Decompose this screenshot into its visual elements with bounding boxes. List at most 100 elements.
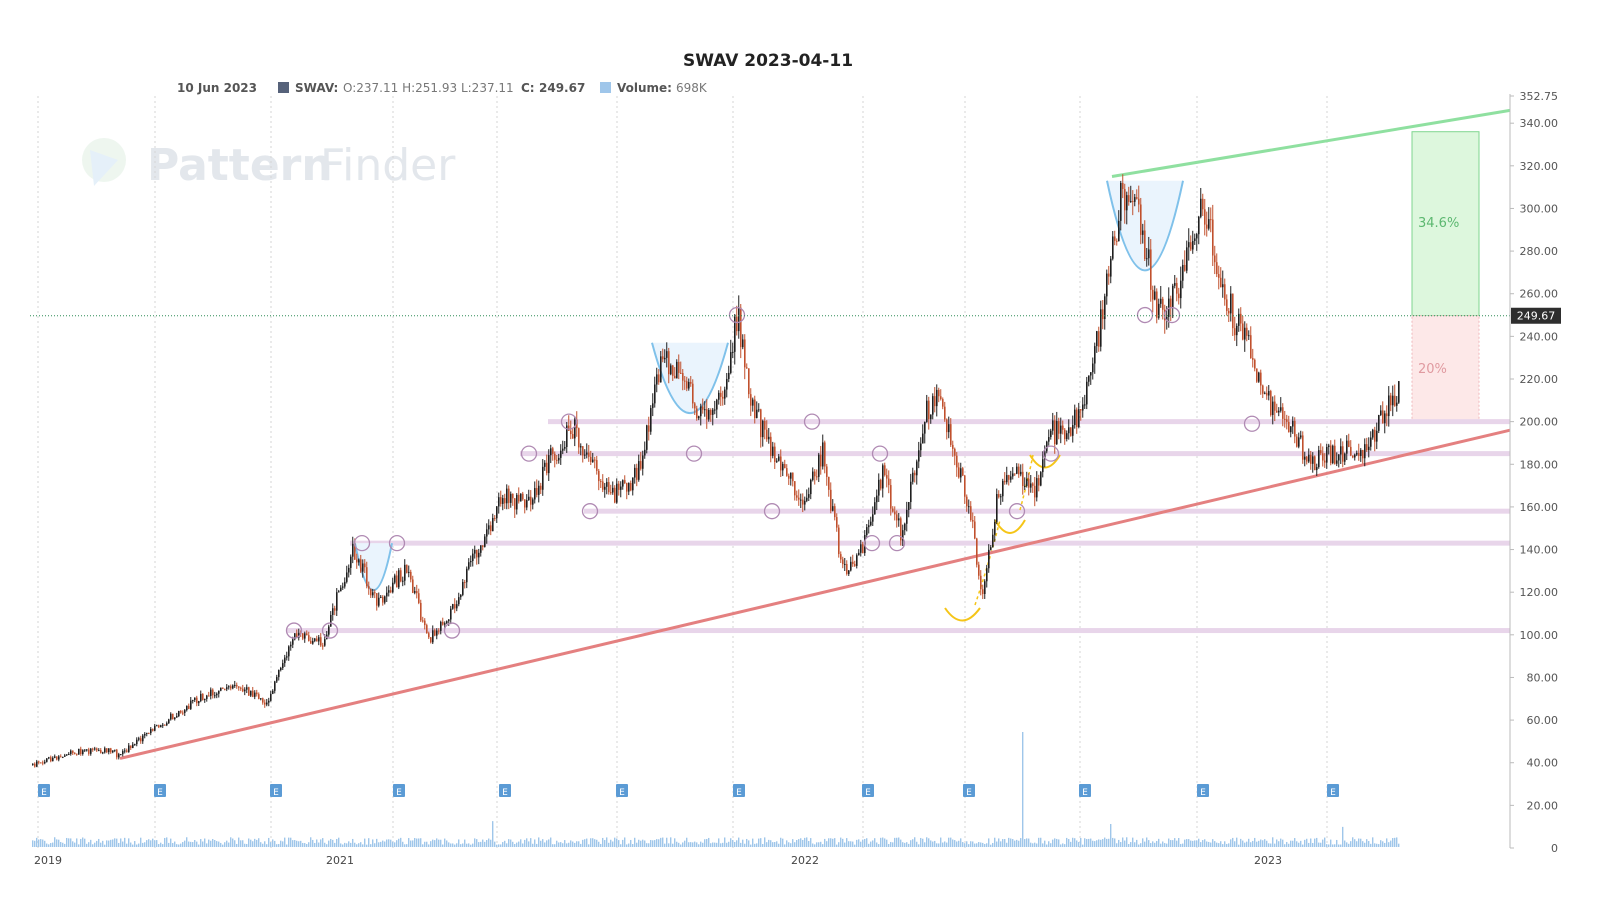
candle-body (1080, 409, 1082, 411)
volume-bar (788, 842, 790, 847)
volume-bar (248, 838, 250, 847)
candle-body (614, 487, 616, 503)
volume-bar (694, 841, 696, 847)
volume-bar (184, 840, 186, 847)
candle-body (1324, 460, 1326, 463)
candle-body (602, 481, 604, 490)
volume-bar (576, 841, 578, 847)
candle-body (1198, 216, 1200, 235)
candle-body (994, 521, 996, 535)
volume-bar (662, 837, 664, 847)
candle-body (520, 493, 522, 502)
candle-body (1202, 198, 1204, 210)
candle-body (560, 450, 562, 458)
volume-bar (738, 837, 740, 847)
volume-bar (476, 839, 478, 847)
volume-bar (1124, 840, 1126, 847)
volume-bar (1174, 838, 1176, 847)
volume-bar (1268, 843, 1270, 847)
volume-bar (168, 842, 170, 847)
volume-bar (54, 837, 56, 847)
candle-body (1184, 264, 1186, 271)
candle-body (790, 472, 792, 479)
y-tick-label: 120.00 (1520, 586, 1559, 599)
candle-body (598, 470, 600, 482)
volume-bar (420, 838, 422, 847)
candle-body (436, 630, 438, 636)
loss-target-box (1411, 315, 1480, 423)
candle-body (788, 475, 790, 479)
volume-bar (270, 842, 272, 847)
volume-bar (1206, 841, 1208, 847)
volume-bar (1054, 838, 1056, 847)
candle-body (658, 374, 660, 383)
candle-body (806, 497, 808, 501)
candle-body (464, 582, 466, 584)
candle-body (902, 530, 904, 541)
candle-body (222, 687, 224, 689)
candle-body (622, 480, 624, 487)
volume-bar (1316, 837, 1318, 847)
pivot-marker (863, 534, 881, 552)
candle-body (134, 744, 136, 746)
candle-body (336, 592, 338, 611)
candle-body (466, 568, 468, 583)
candle-body (1346, 440, 1348, 454)
volume-bar (96, 840, 98, 847)
volume-bar (600, 843, 602, 847)
volume-bar (64, 843, 66, 847)
candle-body (554, 453, 556, 460)
candle-body (810, 479, 812, 495)
volume-bar (490, 839, 492, 847)
candle-body (120, 754, 122, 756)
candle-body (800, 499, 802, 501)
candle-body (1058, 421, 1060, 434)
volume-bar (886, 839, 888, 847)
volume-bar (246, 843, 248, 847)
volume-bar (426, 841, 428, 847)
base-connector (974, 454, 1034, 606)
volume-bar (1264, 839, 1266, 847)
volume-bar (290, 837, 292, 847)
candle-body (468, 562, 470, 569)
volume-bar (1184, 839, 1186, 847)
candle-body (986, 568, 988, 582)
volume-bar (1052, 839, 1054, 847)
candle-body (936, 389, 938, 407)
candle-body (174, 717, 176, 720)
candle-body (988, 549, 990, 569)
candle-body (1156, 291, 1158, 318)
candle-body (996, 494, 998, 522)
candle-body (674, 375, 676, 379)
volume-bar (536, 843, 538, 847)
volume-bar (212, 838, 214, 847)
volume-bar (986, 843, 988, 847)
watermark-word-pattern: Pattern (147, 140, 333, 191)
volume-bar (804, 837, 806, 847)
volume-bar (1358, 838, 1360, 847)
candle-body (1368, 446, 1370, 451)
volume-bar (936, 843, 938, 847)
volume-bar (548, 839, 550, 847)
candle-body (268, 700, 270, 703)
volume-bar (564, 840, 566, 847)
volume-bar (1104, 837, 1106, 847)
candle-body (1130, 201, 1132, 203)
volume-bar (1292, 840, 1294, 847)
candle-body (1066, 433, 1068, 440)
candle-body (596, 460, 598, 471)
pattern-finder-logo-icon (82, 138, 126, 182)
volume-bar (520, 839, 522, 847)
volume-bar (378, 842, 380, 847)
candle-body (36, 761, 38, 767)
candle-body (654, 384, 656, 404)
volume-bar (1026, 838, 1028, 847)
candle-body (684, 380, 686, 382)
volume-bar (568, 842, 570, 847)
volume-bar (156, 840, 158, 847)
volume-bar (1100, 839, 1102, 847)
candle-body (948, 424, 950, 433)
candle-body (498, 497, 500, 507)
candle-body (212, 689, 214, 696)
